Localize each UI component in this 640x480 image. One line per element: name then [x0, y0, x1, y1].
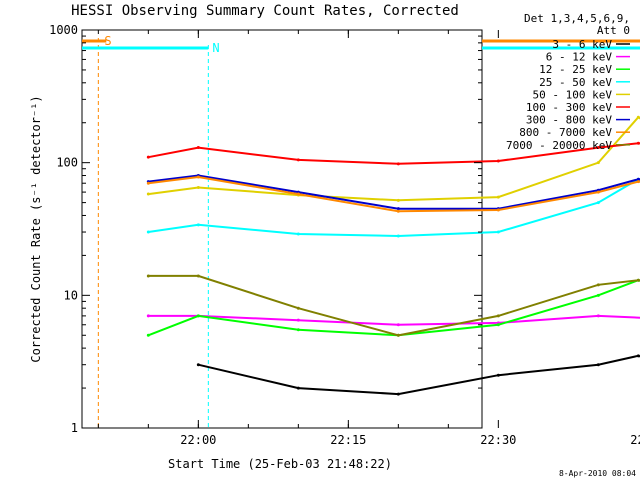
data-point — [196, 185, 200, 189]
data-point — [396, 333, 400, 337]
legend-header-line: Att 0 — [597, 24, 630, 37]
y-tick-label: 1 — [71, 421, 78, 435]
data-point — [296, 158, 300, 162]
y-tick-label: 1000 — [49, 23, 78, 37]
data-point — [146, 181, 150, 185]
data-point — [636, 177, 640, 181]
data-point — [396, 162, 400, 166]
legend-entry-label: 25 - 50 keV — [539, 76, 612, 89]
footer-date: 8-Apr-2010 08:04 — [559, 469, 636, 478]
data-point — [596, 293, 600, 297]
data-point — [296, 192, 300, 196]
data-point — [636, 354, 640, 358]
y-tick-label: 10 — [64, 288, 78, 302]
data-point — [496, 373, 500, 377]
data-point — [296, 386, 300, 390]
data-point — [196, 223, 200, 227]
series-line-2 — [147, 279, 640, 337]
data-point — [496, 323, 500, 327]
x-tick-label: 22:45 — [630, 433, 640, 447]
data-point — [146, 314, 150, 318]
data-point — [396, 234, 400, 238]
legend-entry-label: 3 - 6 keV — [552, 38, 612, 51]
data-point — [636, 115, 640, 119]
data-point — [596, 201, 600, 205]
data-point — [296, 306, 300, 310]
series-layer — [146, 115, 640, 396]
data-point — [496, 208, 500, 212]
legend-entry-label: 7000 - 20000 keV — [506, 139, 612, 152]
data-point — [596, 363, 600, 367]
data-point — [636, 141, 640, 145]
data-point — [296, 318, 300, 322]
data-point — [296, 328, 300, 332]
data-point — [296, 232, 300, 236]
series-line-7 — [148, 175, 640, 213]
series-line-1 — [148, 314, 640, 326]
data-point — [596, 283, 600, 287]
data-point — [596, 161, 600, 165]
data-point — [496, 314, 500, 318]
data-point — [496, 230, 500, 234]
legend-entry-label: 300 - 800 keV — [526, 114, 612, 127]
legend-header-line: Det 1,3,4,5,6,9, — [524, 12, 630, 25]
data-point — [196, 175, 200, 179]
data-point — [196, 146, 200, 150]
x-tick-label: 22:00 — [180, 433, 216, 447]
data-point — [596, 314, 600, 318]
x-axis-label: Start Time (25-Feb-03 21:48:22) — [168, 457, 392, 471]
series-line-0 — [198, 354, 640, 396]
legend-entry-label: 100 - 300 keV — [526, 101, 612, 114]
data-point — [196, 363, 200, 367]
data-point — [636, 278, 640, 282]
night-marker-label: N — [212, 41, 219, 55]
data-point — [596, 146, 600, 150]
chart-title: HESSI Observing Summary Count Rates, Cor… — [71, 3, 459, 19]
data-point — [146, 274, 150, 278]
y-axis-label: Corrected Count Rate (s⁻¹ detector⁻¹) — [29, 95, 43, 362]
legend-entry-label: 6 - 12 keV — [546, 51, 613, 64]
data-point — [396, 209, 400, 213]
y-tick-label: 100 — [56, 156, 78, 170]
x-tick-label: 22:30 — [480, 433, 516, 447]
data-point — [146, 333, 150, 337]
data-point — [496, 159, 500, 163]
data-point — [396, 198, 400, 202]
data-point — [146, 155, 150, 159]
data-point — [196, 314, 200, 318]
plot-frame — [81, 29, 483, 429]
legend-entry-label: 800 - 7000 keV — [519, 126, 612, 139]
saa-marker-label: S — [104, 34, 111, 48]
data-point — [146, 230, 150, 234]
data-point — [396, 207, 400, 211]
x-tick-label: 22:15 — [330, 433, 366, 447]
data-point — [496, 195, 500, 199]
data-point — [146, 192, 150, 196]
legend-entry-label: 50 - 100 keV — [533, 88, 613, 101]
data-point — [396, 392, 400, 396]
data-point — [396, 323, 400, 327]
data-point — [636, 180, 640, 184]
data-point — [196, 274, 200, 278]
legend-entry-label: 12 - 25 keV — [539, 63, 612, 76]
data-point — [596, 190, 600, 194]
